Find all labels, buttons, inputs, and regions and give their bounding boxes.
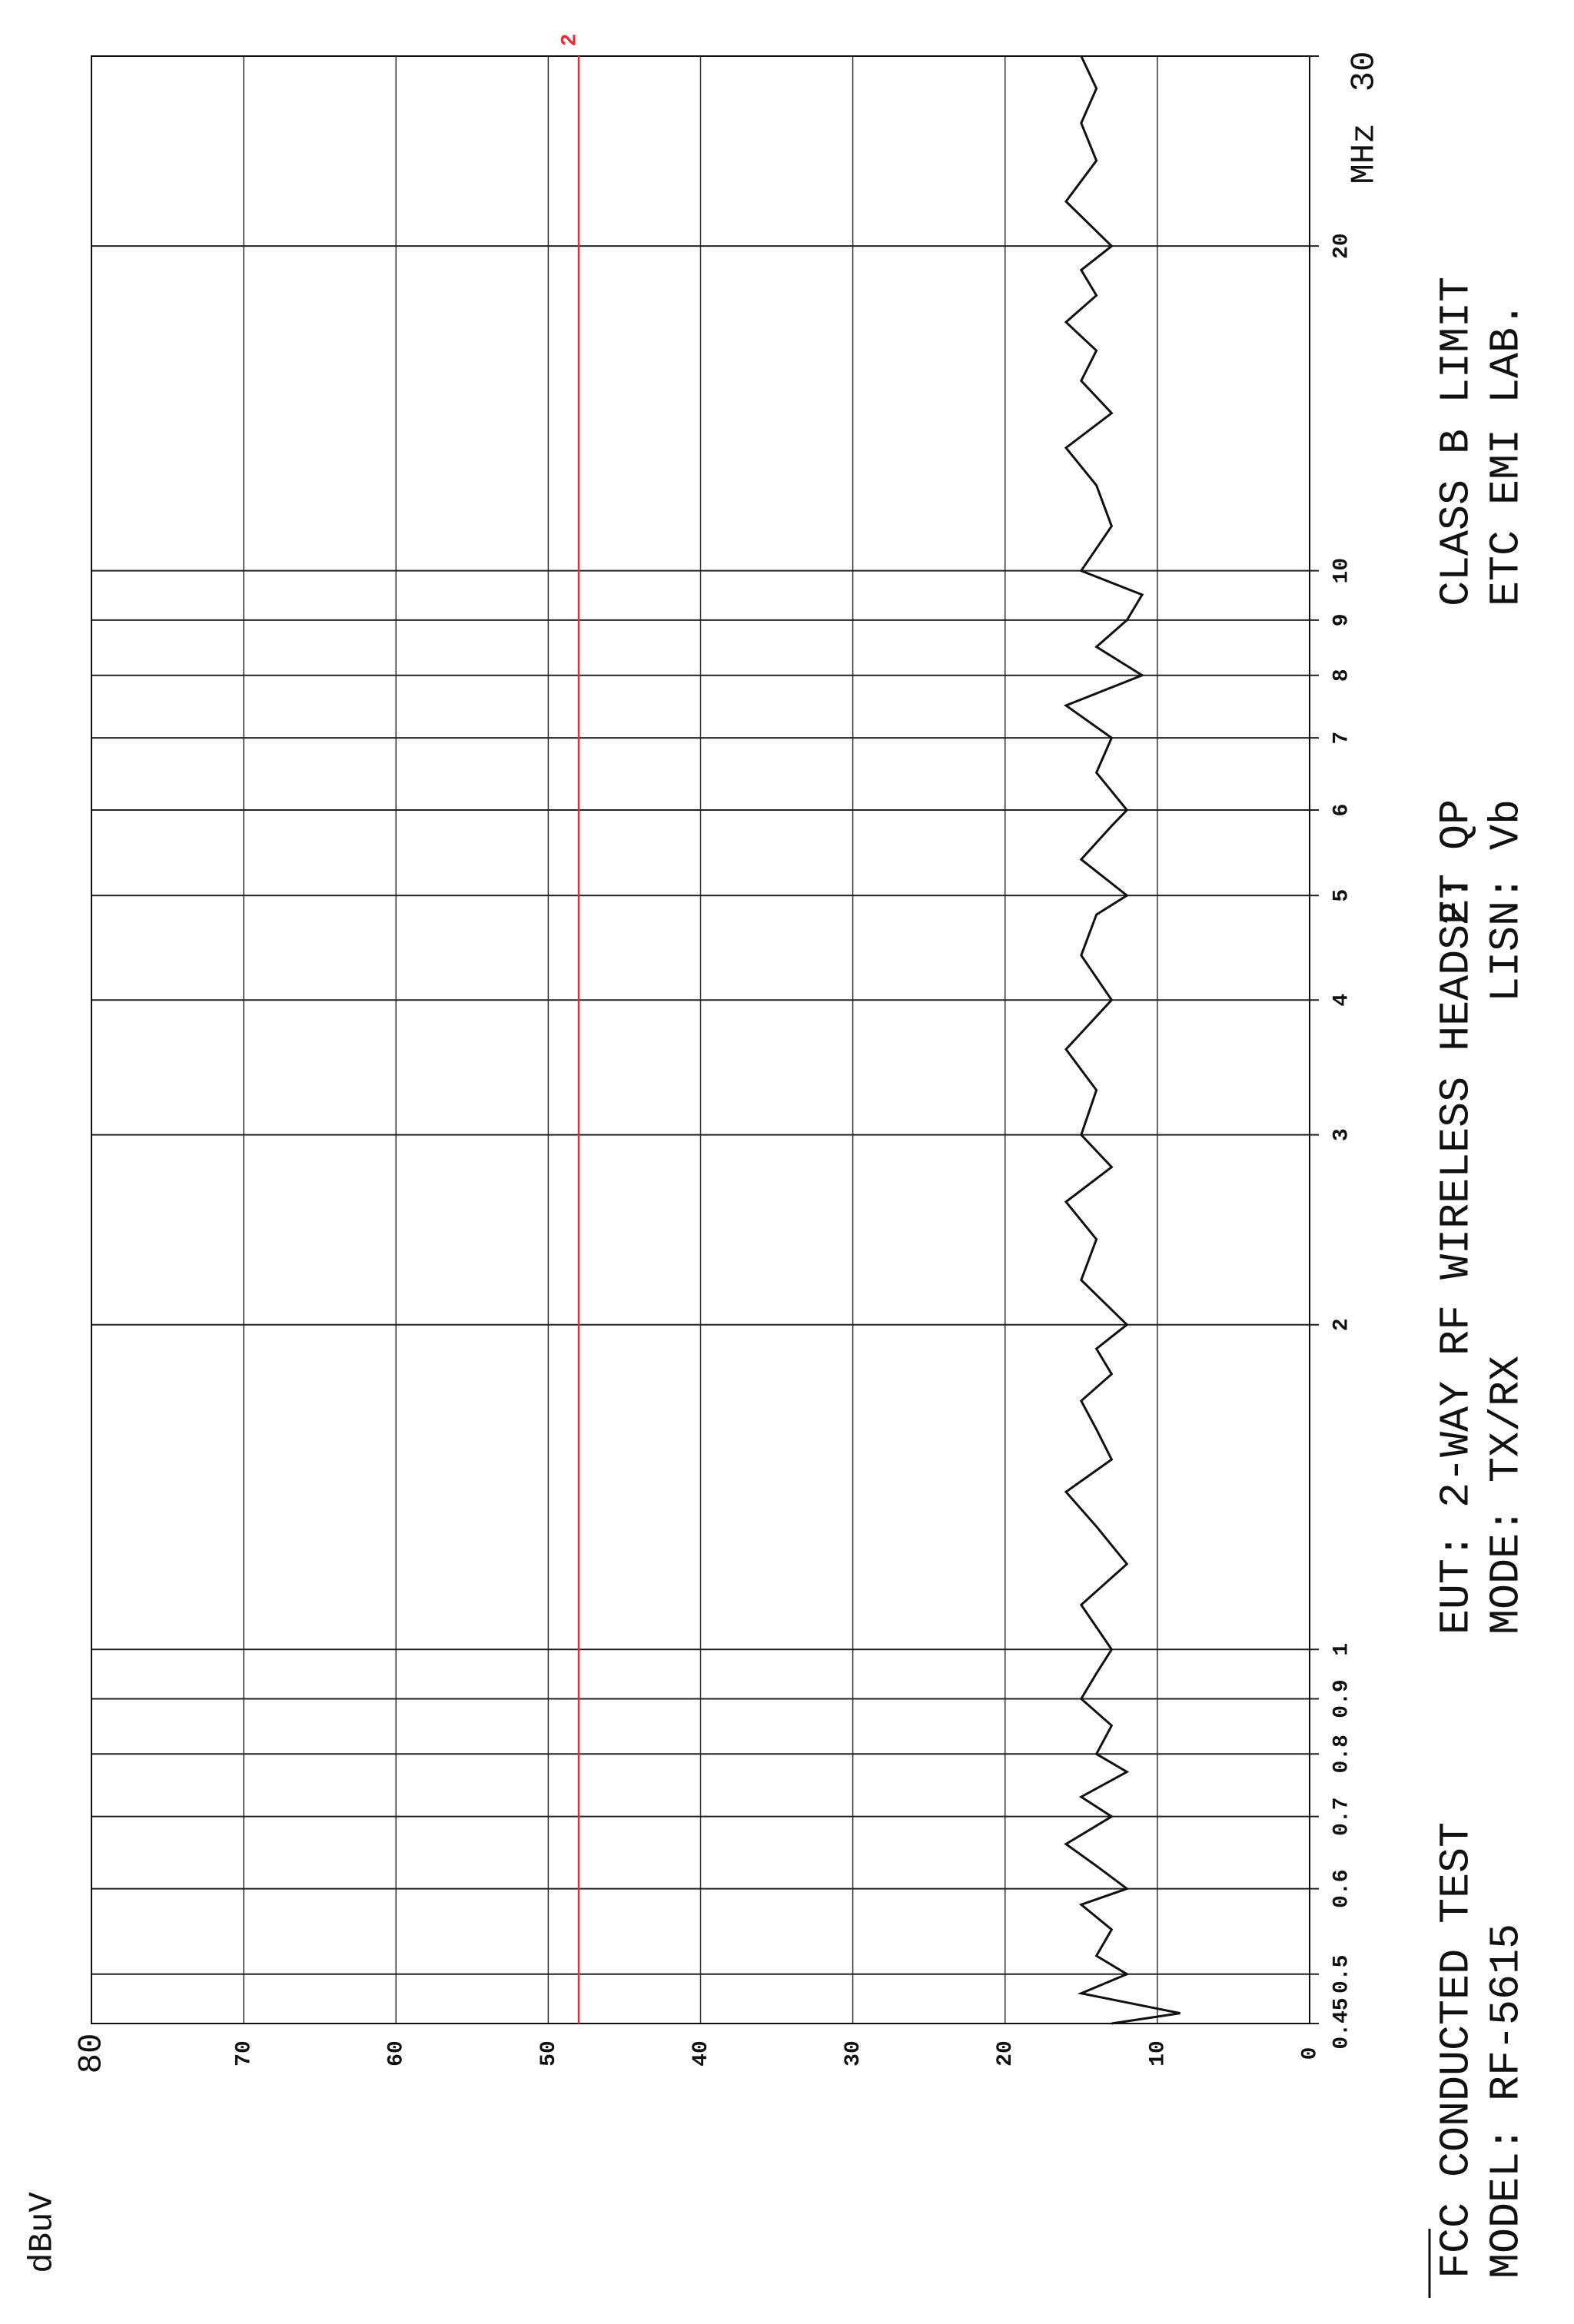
note: LISN: Vb [1483, 799, 1531, 1002]
note: CLASS B LIMIT [1433, 277, 1481, 606]
y-tick-label: 10 [1146, 2040, 1170, 2067]
y-tick-label: 80 [73, 2034, 111, 2074]
y-tick-label: 20 [994, 2040, 1018, 2067]
note: FCC CONDUCTED TEST [1433, 1822, 1481, 2279]
x-tick-label: 0.9 [1330, 1679, 1353, 1718]
note: MODEL: RF-5615 [1483, 1924, 1531, 2279]
note: MODE: TX/RX [1483, 1356, 1531, 1635]
x-tick-label: 20 [1330, 233, 1353, 259]
x-tick-label: 0.8 [1330, 1735, 1353, 1773]
x-tick-label: 5 [1330, 889, 1353, 902]
x-tick-label: 0.45 [1330, 1997, 1353, 2049]
y-tick-label: 30 [842, 2040, 865, 2067]
x-tick-label: 8 [1330, 669, 1353, 682]
x-tick-label: 4 [1330, 994, 1353, 1007]
x-tick-label: 9 [1330, 613, 1353, 626]
x-tick-label: 2 [1330, 1318, 1353, 1331]
x-tick-label: 3 [1330, 1128, 1353, 1141]
plot-frame [91, 55, 1310, 2024]
y-tick-label: 0 [1298, 2047, 1322, 2060]
x-tick-label: 1 [1330, 1643, 1353, 1656]
x-tick-label: 10 [1330, 558, 1353, 584]
note: EUT: 2-WAY RF WIRELESS HEADSET [1433, 874, 1481, 1635]
y-axis-label: dBuV [24, 2192, 62, 2273]
note: ETC EMI LAB. [1483, 302, 1531, 606]
note: 2: QP [1433, 799, 1481, 926]
x-tick-label: 0.5 [1330, 1955, 1353, 1994]
y-tick-label: 60 [385, 2040, 409, 2067]
x-tick-label: 0.6 [1330, 1869, 1353, 1907]
x-axis-label: MHz [1346, 123, 1384, 184]
y-tick-label: 70 [233, 2040, 257, 2067]
x-tick-label: 30 [1346, 51, 1384, 92]
x-tick-label: 7 [1330, 732, 1353, 745]
limit-label: 2 [558, 34, 582, 47]
x-tick-label: 0.7 [1330, 1797, 1353, 1835]
y-tick-label: 40 [689, 2040, 713, 2067]
y-tick-label: 50 [537, 2040, 561, 2067]
trace [1063, 55, 1180, 2025]
x-tick-label: 6 [1330, 804, 1353, 817]
